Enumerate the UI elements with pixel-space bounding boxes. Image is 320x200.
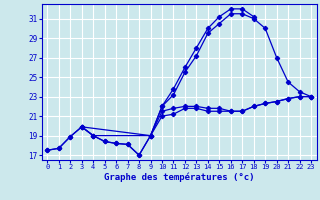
X-axis label: Graphe des températures (°c): Graphe des températures (°c) — [104, 173, 254, 182]
